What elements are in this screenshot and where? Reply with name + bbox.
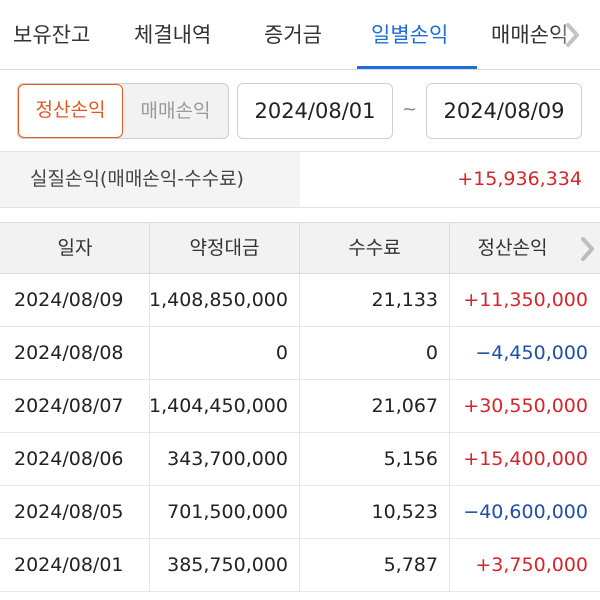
fee-cell: 21,133	[371, 289, 438, 311]
column-divider	[149, 380, 150, 433]
net-pnl-summary: 실질손익(매매손익-수수료) +15,936,334	[0, 151, 600, 208]
column-divider	[449, 380, 450, 433]
fee-cell: 5,787	[383, 554, 438, 576]
fee-cell: 0	[425, 342, 438, 364]
table-row[interactable]: 2024/08/01 385,750,000 5,787 +3,750,000	[0, 539, 600, 592]
amount-cell: 385,750,000	[167, 554, 288, 576]
column-divider	[299, 539, 300, 592]
date-cell: 2024/08/05	[14, 501, 124, 523]
start-date-field[interactable]: 2024/08/01	[237, 83, 393, 139]
date-cell: 2024/08/09	[14, 289, 124, 311]
column-divider	[449, 274, 450, 327]
column-header-date: 일자	[57, 237, 93, 259]
column-divider	[149, 539, 150, 592]
fee-cell: 21,067	[371, 395, 438, 417]
active-tab-indicator	[357, 66, 477, 69]
column-divider	[299, 486, 300, 539]
column-divider	[449, 327, 450, 380]
table-row[interactable]: 2024/08/07 1,404,450,000 21,067 +30,550,000	[0, 380, 600, 433]
column-divider	[299, 433, 300, 486]
column-divider	[149, 486, 150, 539]
pnl-cell: +30,550,000	[463, 395, 588, 417]
column-header-pnl: 정산손익	[477, 237, 548, 259]
table-row[interactable]: 2024/08/09 1,408,850,000 21,133 +11,350,000	[0, 274, 600, 327]
pnl-cell: +3,750,000	[475, 554, 588, 576]
table-row[interactable]: 2024/08/08 0 0 −4,450,000	[0, 327, 600, 380]
pnl-cell: +15,400,000	[463, 448, 588, 470]
amount-cell: 701,500,000	[167, 501, 288, 523]
column-divider	[149, 274, 150, 327]
column-divider	[299, 327, 300, 380]
amount-cell: 1,408,850,000	[148, 289, 288, 311]
tab-daily-pnl[interactable]: 일별손익	[371, 23, 449, 47]
column-divider	[299, 223, 300, 273]
fee-cell: 5,156	[383, 448, 438, 470]
trading-pnl-button[interactable]: 매매손익	[140, 100, 211, 122]
date-range-separator: ~	[402, 99, 418, 120]
column-header-fee: 수수료	[348, 237, 401, 259]
table-row[interactable]: 2024/08/05 701,500,000 10,523 −40,600,000	[0, 486, 600, 539]
column-divider	[449, 539, 450, 592]
settlement-pnl-button[interactable]: 정산손익	[18, 84, 123, 138]
end-date-field[interactable]: 2024/08/09	[426, 83, 582, 139]
tab-margin[interactable]: 증거금	[264, 23, 322, 47]
net-pnl-label: 실질손익(매매손익-수수료)	[0, 152, 300, 207]
date-cell: 2024/08/08	[14, 342, 124, 364]
date-cell: 2024/08/06	[14, 448, 124, 470]
pnl-type-toggle: 정산손익 매매손익	[17, 83, 229, 139]
date-cell: 2024/08/07	[14, 395, 124, 417]
amount-cell: 1,404,450,000	[148, 395, 288, 417]
column-divider	[449, 433, 450, 486]
column-divider	[299, 274, 300, 327]
chevron-right-icon[interactable]	[562, 20, 584, 50]
pnl-cell: +11,350,000	[463, 289, 588, 311]
net-pnl-value: +15,936,334	[457, 168, 582, 190]
column-header-amount: 약정대금	[189, 237, 260, 259]
amount-cell: 0	[275, 342, 288, 364]
table-row[interactable]: 2024/08/06 343,700,000 5,156 +15,400,000	[0, 433, 600, 486]
column-divider	[449, 223, 450, 273]
tab-executions[interactable]: 체결내역	[134, 23, 212, 47]
date-cell: 2024/08/01	[14, 554, 124, 576]
column-divider	[149, 223, 150, 273]
chevron-right-icon[interactable]	[578, 235, 598, 263]
column-divider	[149, 433, 150, 486]
tab-bar: 보유잔고 체결내역 증거금 일별손익 매매손익	[0, 0, 600, 70]
column-divider	[149, 327, 150, 380]
column-divider	[299, 380, 300, 433]
column-divider	[449, 486, 450, 539]
amount-cell: 343,700,000	[167, 448, 288, 470]
pnl-cell: −4,450,000	[475, 342, 588, 364]
fee-cell: 10,523	[371, 501, 438, 523]
tab-holdings[interactable]: 보유잔고	[13, 23, 91, 47]
pnl-cell: −40,600,000	[463, 501, 588, 523]
table-header: 일자 약정대금 수수료 정산손익	[0, 222, 600, 274]
